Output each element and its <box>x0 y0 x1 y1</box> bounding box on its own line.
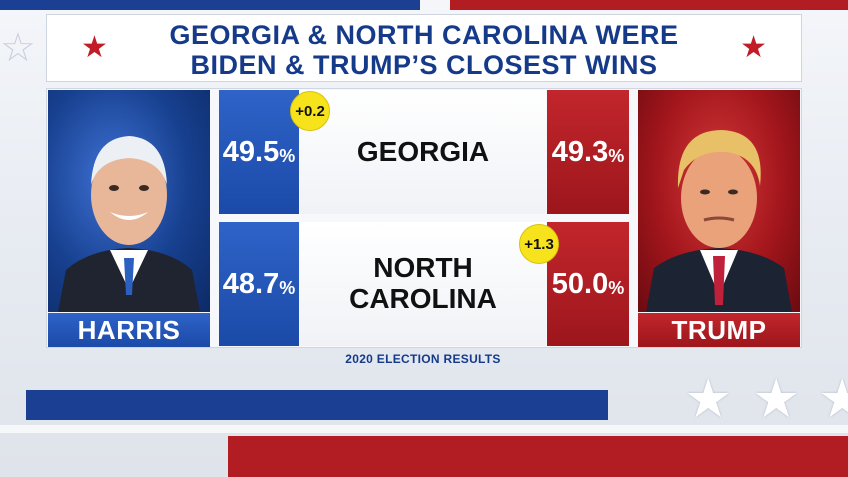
percent-sign: % <box>279 145 296 166</box>
candidate-photo-right <box>638 90 800 312</box>
georgia-rep-percent: 49.3% <box>547 90 629 214</box>
title-line-2: BIDEN & TRUMP’S CLOSEST WINS <box>190 50 658 80</box>
decorative-star-icon: ★ <box>752 369 801 429</box>
nc-name-line-2: CAROLINA <box>349 283 497 314</box>
candidate-photo-left <box>48 90 210 312</box>
nc-name-line-1: NORTH <box>373 252 473 284</box>
title-banner: ★ ★ GEORGIA & NORTH CAROLINA WERE BIDEN … <box>46 14 802 82</box>
biden-portrait-icon <box>58 136 200 312</box>
bottom-red-stripe <box>228 436 848 477</box>
star-icon: ★ <box>740 31 767 64</box>
state-label-north-carolina: NORTH CAROLINA <box>300 222 546 346</box>
percent-sign: % <box>279 277 296 298</box>
state-label-georgia: GEORGIA <box>300 90 546 214</box>
georgia-dem-percent: 49.5% <box>219 90 299 214</box>
nc-dem-value: 48.7 <box>222 267 280 300</box>
georgia-margin-badge: +0.2 <box>290 91 330 131</box>
nc-dem-percent: 48.7% <box>219 222 299 346</box>
footnote: 2020 ELECTION RESULTS <box>345 352 501 366</box>
bottom-blue-stripe <box>26 390 608 420</box>
georgia-rep-value: 49.3 <box>551 135 609 168</box>
title-line-1: GEORGIA & NORTH CAROLINA WERE <box>169 20 679 50</box>
candidate-name-left: HARRIS <box>48 313 210 347</box>
decorative-star-icon: ★ <box>684 369 733 429</box>
georgia-name: GEORGIA <box>356 135 490 167</box>
star-icon: ★ <box>81 31 108 64</box>
nc-rep-percent: 50.0% <box>547 222 629 346</box>
candidate-name-right: TRUMP <box>638 313 800 347</box>
bottom-white-stripe <box>0 425 848 433</box>
top-blue-stripe <box>0 0 420 10</box>
trump-portrait-icon <box>646 130 792 312</box>
percent-sign: % <box>608 277 625 298</box>
nc-rep-value: 50.0 <box>551 267 609 300</box>
percent-sign: % <box>608 145 625 166</box>
georgia-dem-value: 49.5 <box>222 135 280 168</box>
decorative-star-icon: ★ <box>818 369 848 429</box>
top-red-stripe <box>450 0 848 10</box>
background-star-icon: ☆ <box>0 26 36 70</box>
nc-margin-badge: +1.3 <box>519 224 559 264</box>
